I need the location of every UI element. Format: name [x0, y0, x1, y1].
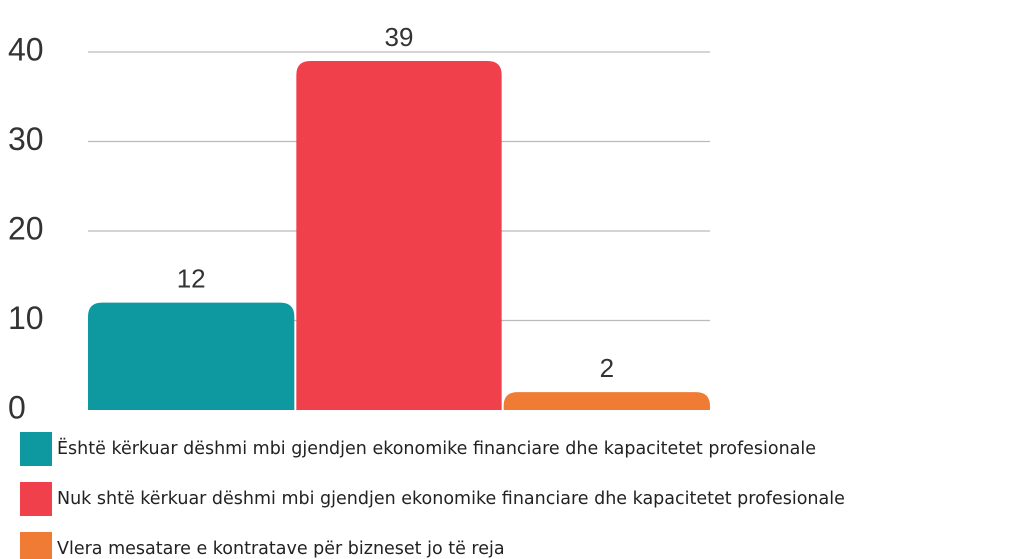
value-label: 2: [600, 353, 614, 383]
y-tick-label: 20: [8, 210, 44, 246]
legend-swatch: [20, 482, 52, 516]
bar: [296, 60, 502, 410]
legend-label: Vlera mesatare e kontratave për bizneset…: [57, 539, 505, 559]
y-tick-label: 40: [8, 31, 44, 67]
y-tick-label: 10: [8, 300, 44, 336]
legend-label: Është kërkuar dëshmi mbi gjendjen ekonom…: [57, 438, 816, 459]
bar: [503, 392, 710, 410]
value-label: 39: [385, 22, 414, 52]
bar: [88, 302, 295, 410]
y-tick-label: 30: [8, 121, 44, 157]
y-tick-label: 0: [8, 389, 26, 425]
legend-swatch: [20, 532, 52, 559]
legend-swatch: [20, 432, 52, 466]
legend-label: Nuk shtë kërkuar dëshmi mbi gjendjen eko…: [57, 489, 845, 509]
value-label: 12: [177, 263, 206, 293]
